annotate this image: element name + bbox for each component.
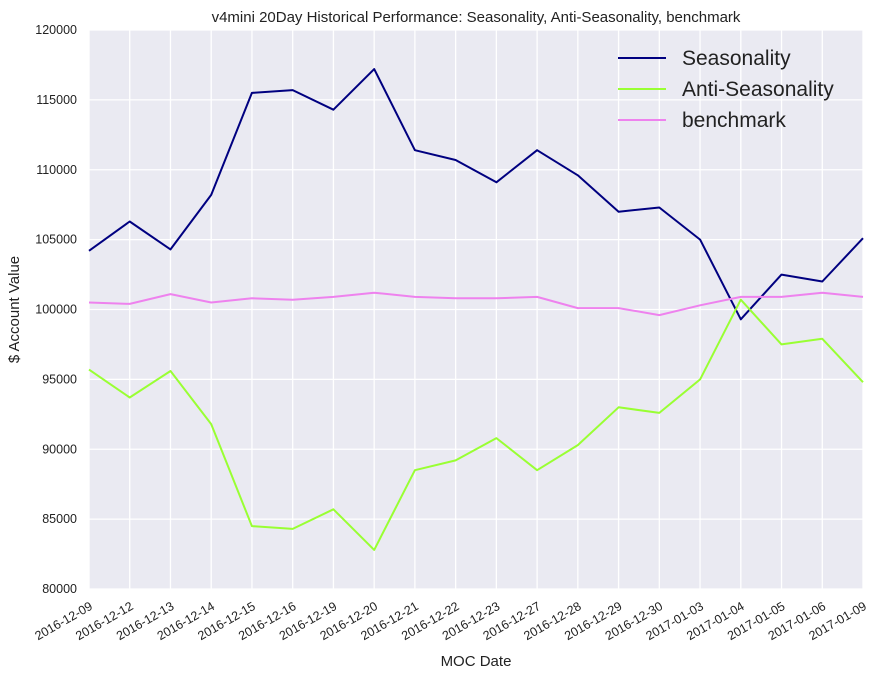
y-tick-label: 115000 (36, 93, 77, 107)
series-lines (88, 68, 864, 551)
y-axis-label: $ Account Value (6, 256, 23, 363)
legend-label-anti-seasonality: Anti-Seasonality (682, 78, 834, 101)
series-line-anti-seasonality (88, 298, 864, 551)
gridlines (88, 29, 864, 590)
x-axis-label: MOC Date (441, 653, 512, 670)
series-line-benchmark (88, 291, 864, 317)
y-tick-label: 80000 (42, 582, 77, 596)
y-tick-label: 110000 (36, 163, 77, 177)
x-axis-ticks: 2016-12-092016-12-122016-12-132016-12-14… (32, 599, 868, 643)
series-line-seasonality (88, 68, 864, 321)
y-tick-label: 100000 (35, 303, 77, 317)
y-tick-label: 90000 (42, 442, 77, 456)
y-tick-label: 95000 (42, 372, 77, 386)
y-axis-ticks: 80000 85000 90000 95000 100000 105000 110000 11… (35, 23, 77, 596)
y-tick-label: 105000 (35, 233, 77, 247)
legend: Seasonality Anti-Seasonality benchmark (618, 47, 834, 132)
y-tick-label: 120000 (35, 23, 77, 37)
y-tick-label: 85000 (42, 512, 77, 526)
legend-label-seasonality: Seasonality (682, 47, 791, 70)
chart-title: v4mini 20Day Historical Performance: Sea… (212, 9, 741, 26)
legend-label-benchmark: benchmark (682, 109, 786, 132)
